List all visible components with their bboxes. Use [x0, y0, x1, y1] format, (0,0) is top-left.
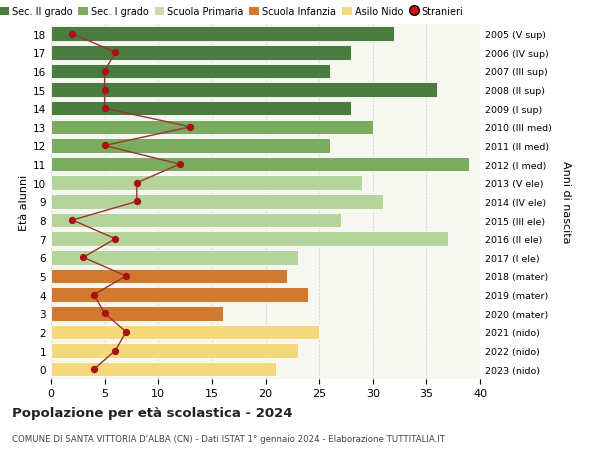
Bar	[51, 325, 319, 339]
Bar	[51, 288, 308, 302]
Bar	[51, 120, 373, 135]
Bar	[51, 213, 341, 228]
Bar	[51, 343, 298, 358]
Point	[110, 347, 120, 354]
Bar	[51, 65, 330, 79]
Point	[121, 273, 131, 280]
Point	[68, 31, 77, 38]
Point	[89, 366, 99, 373]
Point	[132, 179, 142, 187]
Point	[132, 198, 142, 206]
Point	[100, 87, 109, 94]
Point	[121, 329, 131, 336]
Bar	[51, 46, 352, 61]
Bar	[51, 176, 362, 190]
Bar	[51, 27, 394, 42]
Point	[100, 105, 109, 112]
Bar	[51, 232, 448, 246]
Point	[100, 142, 109, 150]
Point	[100, 68, 109, 75]
Point	[68, 217, 77, 224]
Point	[110, 235, 120, 243]
Bar	[51, 83, 437, 98]
Text: COMUNE DI SANTA VITTORIA D'ALBA (CN) - Dati ISTAT 1° gennaio 2024 - Elaborazione: COMUNE DI SANTA VITTORIA D'ALBA (CN) - D…	[12, 434, 445, 443]
Point	[79, 254, 88, 262]
Bar	[51, 102, 352, 116]
Y-axis label: Età alunni: Età alunni	[19, 174, 29, 230]
Bar	[51, 306, 223, 321]
Text: Popolazione per età scolastica - 2024: Popolazione per età scolastica - 2024	[12, 406, 293, 419]
Bar	[51, 251, 298, 265]
Bar	[51, 157, 469, 172]
Legend: Sec. II grado, Sec. I grado, Scuola Primaria, Scuola Infanzia, Asilo Nido, Stran: Sec. II grado, Sec. I grado, Scuola Prim…	[0, 7, 463, 17]
Bar	[51, 269, 287, 284]
Bar	[51, 195, 383, 209]
Point	[100, 310, 109, 317]
Point	[110, 50, 120, 57]
Point	[175, 161, 185, 168]
Bar	[51, 362, 276, 377]
Bar	[51, 139, 330, 153]
Y-axis label: Anni di nascita: Anni di nascita	[561, 161, 571, 243]
Point	[185, 124, 195, 131]
Point	[89, 291, 99, 299]
